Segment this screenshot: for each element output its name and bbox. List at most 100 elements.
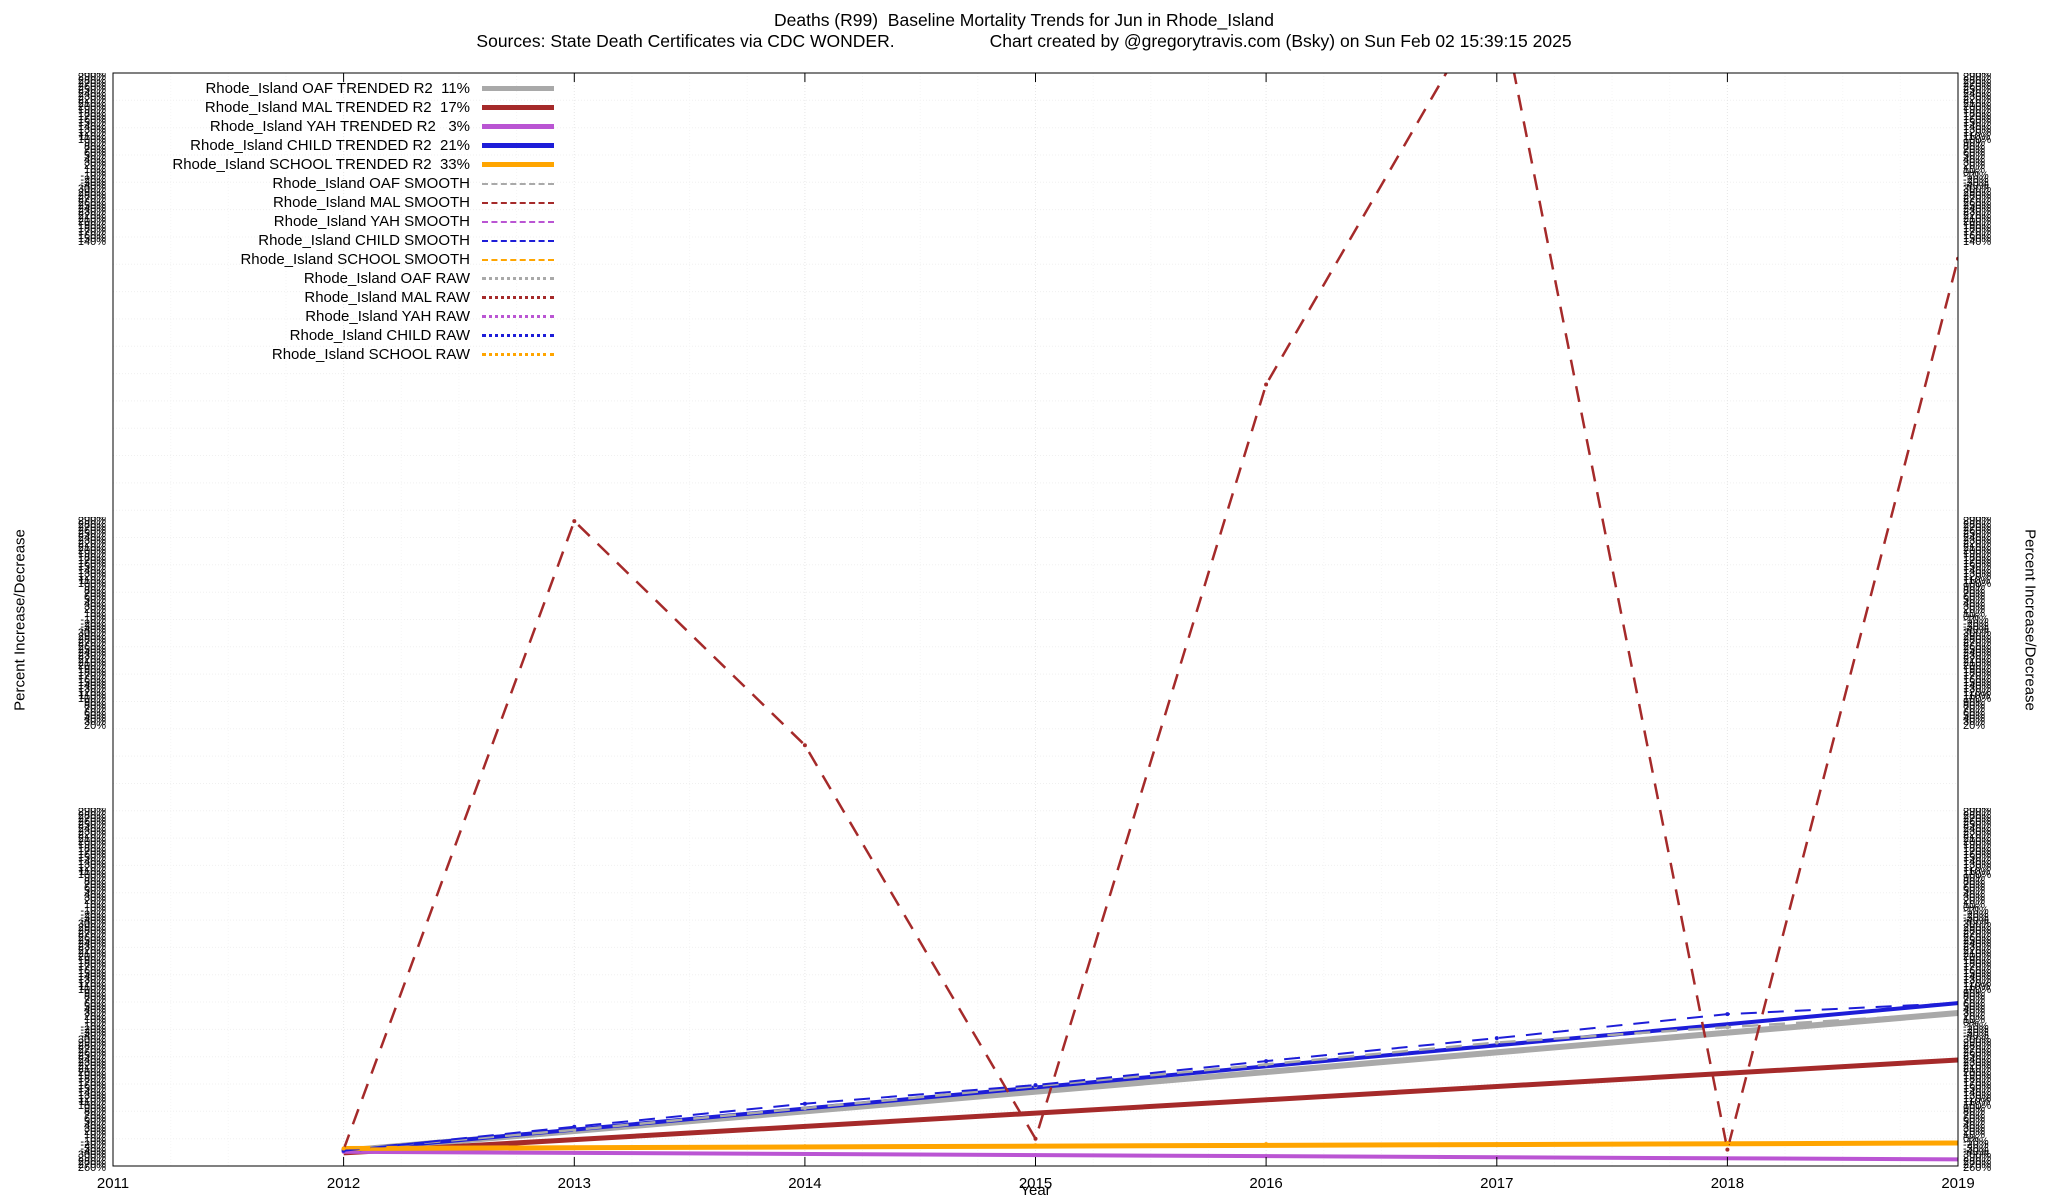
legend-item-label: Rhode_Island OAF SMOOTH [272, 175, 470, 192]
credit-text: Chart created by @gregorytravis.com (Bsk… [989, 31, 1572, 51]
legend-item: Rhode_Island MAL TRENDED R2 17% [90, 98, 554, 117]
legend-line-sample [482, 182, 554, 185]
series-group [341, 73, 1958, 1162]
y-tick-label: 140% [77, 236, 106, 245]
y-tick-smudge-right-bottom: 300% 290% 280% 270% 260% 250% 240% 230% 220% 210%… [1963, 808, 2033, 1172]
series-line-trend [343, 1057, 1958, 1156]
y-tick-smudge-left-bottom: 300% 290% 280% 270% 260% 250% 240% 230% 220% 210%… [36, 808, 106, 1172]
x-axis-ticks: 2011 2012 2013 2014 2015 2016 2017 2018 2019 [97, 73, 1975, 1192]
raw-data-point [572, 1124, 577, 1129]
series-line-smooth [343, 1002, 1958, 1152]
raw-data-point [1725, 1025, 1730, 1030]
legend-item-label: Rhode_Island YAH RAW [305, 308, 470, 325]
x-axis-label: Year [1020, 1182, 1051, 1199]
y-tick-label: 260% [77, 1162, 106, 1172]
chart-subtitle: Sources: State Death Certificates via CD… [0, 31, 2048, 52]
series-line-trend [343, 1140, 1958, 1151]
legend-line-sample [482, 277, 554, 280]
legend-item-label: Rhode_Island MAL SMOOTH [272, 194, 470, 211]
legend-item-label: Rhode_Island MAL RAW [304, 289, 470, 306]
x-tick-label: 2014 [788, 1175, 821, 1192]
x-tick-label: 2015 [1019, 1175, 1052, 1192]
legend-line-sample [482, 239, 554, 242]
y-tick-label: 290% [77, 73, 106, 84]
raw-data-point [1264, 382, 1269, 387]
x-tick-label: 2016 [1249, 1175, 1282, 1192]
raw-data-point [1494, 1036, 1499, 1041]
raw-data-point [802, 1101, 807, 1106]
legend-item: Rhode_Island OAF RAW [90, 269, 554, 288]
legend-line-sample [482, 220, 554, 223]
raw-data-point [802, 743, 807, 748]
legend-item: Rhode_Island MAL SMOOTH [90, 193, 554, 212]
legend-item-label: Rhode_Island YAH SMOOTH [273, 213, 470, 230]
x-tick-label: 2013 [558, 1175, 591, 1192]
y-tick-label: 290% [1963, 517, 1992, 528]
legend-item-label: Rhode_Island OAF TRENDED R2 11% [205, 80, 470, 97]
raw-data-point [802, 1152, 807, 1156]
legend-item-label: Rhode_Island CHILD RAW [289, 327, 470, 344]
x-tick-label: 2017 [1480, 1175, 1513, 1192]
raw-data-point [1725, 1012, 1730, 1017]
legend: Rhode_Island OAF TRENDED R2 11% Rhode_Isl… [90, 79, 554, 364]
y-tick-smudge-left-top: 300% 290% 280% 270% 260% 250% 240% 230% 220% 210%… [36, 73, 106, 245]
y-tick-smudge-right-middle: 300% 290% 280% 270% 260% 250% 240% 230% 220% 210%… [1963, 517, 2033, 729]
raw-data-point [572, 1150, 577, 1155]
legend-item-label: Rhode_Island CHILD SMOOTH [258, 232, 470, 249]
y-tick-smudge-left-middle: 300% 290% 280% 270% 260% 250% 240% 230% 220% 210%… [36, 517, 106, 729]
raw-data-point [1264, 1059, 1269, 1064]
x-tick-label: 2012 [327, 1175, 360, 1192]
legend-item-label: Rhode_Island SCHOOL SMOOTH [240, 251, 470, 268]
legend-item-label: Rhode_Island YAH TRENDED R2 3% [209, 118, 470, 135]
series-line-smooth [343, 1011, 1958, 1151]
y-tick-label: 20% [1963, 719, 1986, 729]
y-tick-label: 290% [1963, 808, 1992, 819]
legend-item: Rhode_Island CHILD SMOOTH [90, 231, 554, 250]
legend-item: Rhode_Island CHILD RAW [90, 326, 554, 345]
y-tick-label: 290% [1963, 73, 1992, 84]
x-tick-label: 2019 [1941, 1175, 1974, 1192]
legend-line-sample [482, 353, 554, 356]
y-tick-smudge-right-top: 300% 290% 280% 270% 260% 250% 240% 230% 220% 210%… [1963, 73, 2033, 245]
legend-line-sample [482, 258, 554, 261]
legend-item: Rhode_Island OAF TRENDED R2 11% [90, 79, 554, 98]
series-line-smooth [342, 73, 1958, 1151]
y-tick-label: 260% [1963, 1162, 1992, 1172]
legend-item-label: Rhode_Island MAL TRENDED R2 17% [204, 99, 470, 116]
legend-line-sample [482, 86, 554, 91]
legend-line-sample [482, 143, 554, 148]
raw-data-point [1264, 1062, 1269, 1067]
legend-line-sample [482, 201, 554, 204]
raw-data-point [1033, 1153, 1038, 1158]
raw-data-point [572, 1127, 577, 1132]
legend-item-label: Rhode_Island CHILD TRENDED R2 21% [190, 137, 470, 154]
y-tick-label: 140% [1963, 236, 1992, 245]
raw-data-point [572, 519, 577, 524]
raw-data-point [572, 1145, 577, 1150]
sources-text: Sources: State Death Certificates via CD… [476, 31, 895, 51]
y-tick-label: 20% [83, 719, 106, 729]
raw-data-point [1033, 1143, 1038, 1148]
raw-data-point [1033, 1083, 1038, 1088]
legend-item: Rhode_Island SCHOOL TRENDED R2 33% [90, 155, 554, 174]
legend-item: Rhode_Island SCHOOL RAW [90, 345, 554, 364]
legend-line-sample [482, 124, 554, 129]
legend-item: Rhode_Island SCHOOL SMOOTH [90, 250, 554, 269]
y-tick-label: 290% [77, 808, 106, 819]
legend-line-sample [482, 162, 554, 167]
legend-item: Rhode_Island OAF SMOOTH [90, 174, 554, 193]
legend-item: Rhode_Island MAL RAW [90, 288, 554, 307]
x-tick-label: 2018 [1711, 1175, 1744, 1192]
legend-item: Rhode_Island YAH SMOOTH [90, 212, 554, 231]
raw-data-point [1264, 1154, 1269, 1159]
y-tick-label: 290% [77, 517, 106, 528]
raw-data-point [802, 1106, 807, 1111]
raw-data-point [1033, 1136, 1038, 1141]
series-line-trend [343, 1149, 1958, 1162]
legend-line-sample [482, 105, 554, 110]
legend-line-sample [482, 315, 554, 318]
legend-item: Rhode_Island YAH RAW [90, 307, 554, 326]
legend-item: Rhode_Island CHILD TRENDED R2 21% [90, 136, 554, 155]
